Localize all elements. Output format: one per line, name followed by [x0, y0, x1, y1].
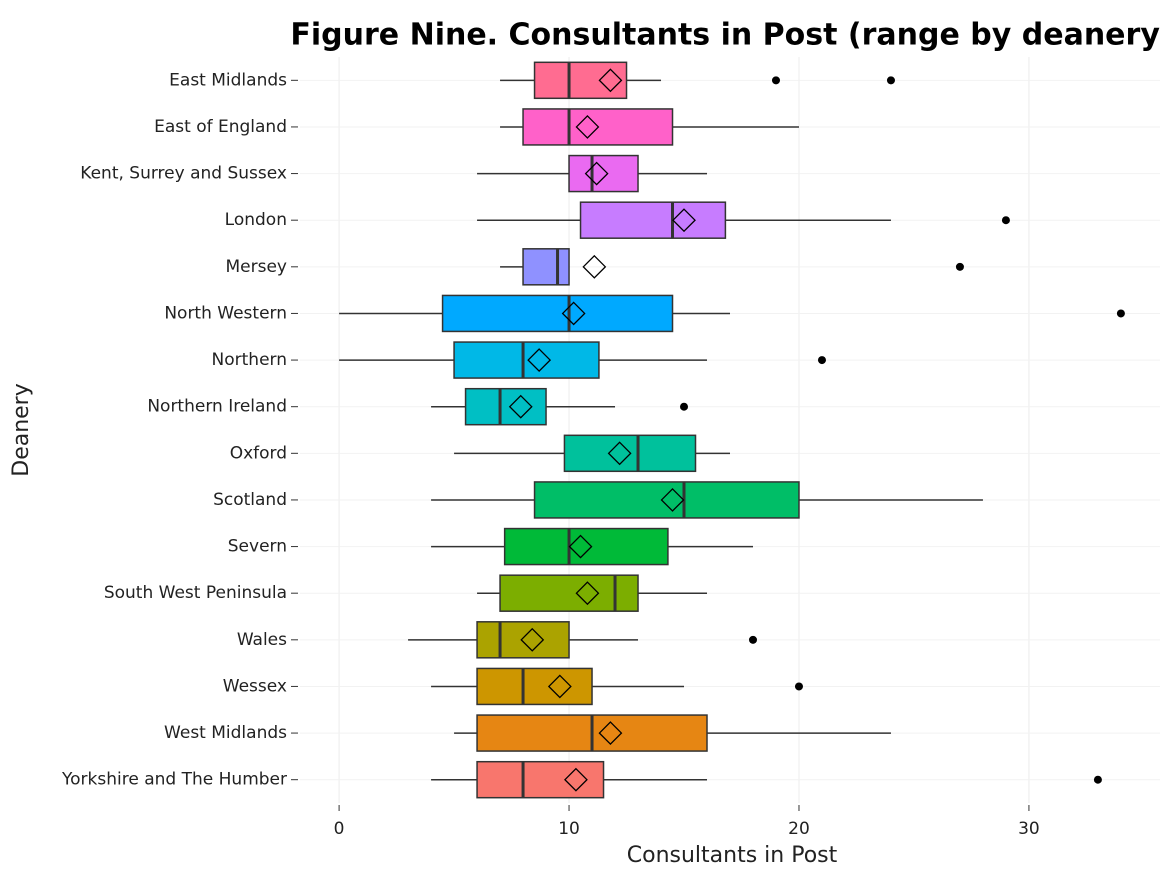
y-tick-label: Severn: [228, 537, 287, 557]
outlier: [886, 76, 895, 85]
chart-title: Figure Nine. Consultants in Post (range …: [290, 18, 1161, 53]
mean-marker: [527, 348, 552, 372]
box: [579, 201, 727, 239]
y-axis-label: Deanery: [9, 383, 34, 477]
y-tick-label: East of England: [154, 117, 287, 137]
y-tick-label: London: [225, 210, 287, 230]
box: [533, 61, 628, 100]
box: [476, 760, 605, 799]
box: [568, 154, 639, 193]
mean-marker: [564, 767, 588, 792]
outlier: [771, 76, 780, 85]
outlier: [748, 635, 757, 644]
outlier: [794, 682, 803, 691]
box: [476, 621, 570, 659]
box: [522, 248, 570, 286]
y-tick-label: Northern: [212, 350, 287, 370]
box: [441, 294, 674, 333]
mean-marker: [575, 581, 600, 606]
box: [464, 387, 547, 426]
outlier: [817, 356, 826, 365]
mean-marker: [520, 627, 545, 652]
mean-marker: [547, 674, 572, 699]
box: [503, 527, 669, 566]
y-tick-label: Scotland: [213, 490, 287, 510]
outlier: [1093, 775, 1102, 784]
mean-marker: [584, 161, 609, 186]
mean-marker: [672, 208, 696, 233]
y-tick-label: South West Peninsula: [104, 583, 287, 603]
box: [453, 341, 600, 379]
mean-marker: [508, 394, 533, 419]
y-tick-label: Kent, Surrey and Sussex: [80, 164, 287, 184]
outlier: [955, 262, 964, 271]
box: [533, 481, 800, 519]
y-tick-label: Oxford: [230, 443, 287, 463]
y-tick-label: West Midlands: [164, 723, 287, 743]
y-tick-label: East Midlands: [169, 70, 287, 90]
outlier: [680, 402, 689, 411]
y-tick-label: Yorkshire and The Humber: [61, 770, 287, 790]
mean-marker: [561, 301, 586, 326]
y-tick-label: Wales: [237, 630, 287, 650]
mean-marker: [598, 721, 623, 745]
mean-marker: [607, 441, 632, 466]
x-axis-label: Consultants in Post: [627, 843, 838, 868]
y-tick-label: Northern Ireland: [147, 397, 287, 417]
x-tick-label: 10: [558, 819, 580, 839]
x-tick-label: 30: [1018, 819, 1040, 839]
mean-marker: [582, 254, 607, 279]
x-tick-label: 20: [788, 819, 810, 839]
y-tick-label: Mersey: [226, 257, 288, 277]
x-tick-label: 0: [334, 819, 345, 839]
mean-marker: [575, 115, 600, 139]
mean-marker: [660, 488, 685, 512]
box: [499, 574, 639, 612]
box: [476, 667, 593, 706]
y-tick-label: North Western: [164, 303, 287, 323]
outlier: [1001, 216, 1010, 225]
mean-marker: [598, 68, 623, 93]
y-tick-label: Wessex: [223, 676, 287, 696]
mean-marker: [568, 534, 593, 559]
outlier: [1116, 309, 1125, 318]
